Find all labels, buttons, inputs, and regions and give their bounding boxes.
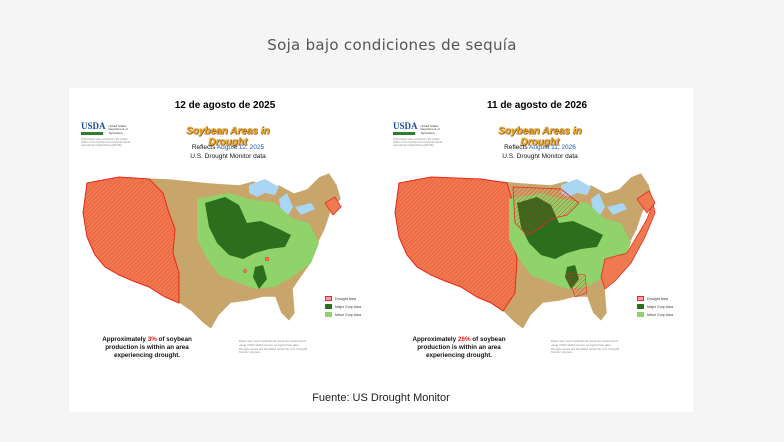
stat-prefix: Approximately: [412, 336, 457, 343]
usda-note: This product was prepared by the USDA Of…: [81, 138, 131, 148]
reflects-block: Reflects August 11, 2026 U.S. Drought Mo…: [481, 143, 599, 161]
legend-major: Major Crop Area: [637, 304, 673, 309]
usda-logo-block: USDA United States Department of Agricul…: [81, 122, 141, 148]
stat-percent: 3%: [147, 336, 157, 343]
map-footnote: Major and minor agricultural areas are d…: [239, 339, 308, 355]
legend-swatch-drought: [325, 296, 332, 301]
monitor-label: U.S. Drought Monitor data: [502, 153, 578, 160]
legend-drought: Drought Area: [637, 296, 673, 301]
major-crop-area: [205, 197, 291, 259]
panel-date-title: 11 de agosto de 2026: [486, 100, 588, 111]
monitor-label: U.S. Drought Monitor data: [190, 153, 266, 160]
reflects-label: Reflects: [504, 144, 528, 151]
page-title: Soja bajo condiciones de sequía: [267, 36, 517, 54]
legend-swatch-major: [325, 304, 332, 309]
map-title: Soybean Areas in Drought: [498, 126, 582, 148]
usda-logo-block: USDA United States Department of Agricul…: [393, 122, 453, 148]
great-lakes: [561, 179, 627, 217]
legend-label: Major Crop Area: [335, 304, 362, 309]
legend-minor: Minor Crop Area: [637, 312, 673, 317]
reflects-date: August 11, 2026: [529, 144, 576, 151]
east-drought-spot: [324, 196, 342, 216]
central-drought-overlay: [512, 186, 580, 236]
stat-percent: 26%: [457, 336, 471, 343]
legend-label: Drought Area: [647, 296, 669, 301]
drought-statistic: Approximately 3% of soybean production i…: [87, 336, 207, 360]
usda-logo: USDA: [393, 121, 418, 131]
drought-comparison-figure: 12 de agosto de 2025 USDA United States …: [69, 88, 693, 412]
southeast-drought-area: [600, 201, 656, 290]
map-panel-2025: 12 de agosto de 2025 USDA United States …: [69, 88, 381, 388]
usda-logo-bar: [393, 132, 415, 135]
legend-label: Drought Area: [335, 296, 357, 301]
usda-department: United States Department of Agriculture: [420, 123, 440, 135]
stat-prefix: Approximately: [102, 336, 146, 343]
legend-swatch-minor: [637, 312, 644, 317]
stat-suffix: of soybean production is within an area …: [417, 336, 506, 359]
source-caption: Fuente: US Drought Monitor: [312, 392, 450, 404]
legend-swatch-major: [637, 304, 644, 309]
legend-label: Minor Crop Area: [335, 312, 362, 317]
map-legend: Drought Area Major Crop Area Minor Crop …: [325, 296, 361, 320]
map-panel-2026: 11 de agosto de 2026 USDA United States …: [381, 88, 693, 388]
us-drought-map-2025: [82, 172, 342, 330]
drought-statistic: Approximately 26% of soybean production …: [399, 336, 519, 360]
usda-note: This product was prepared by the USDA Of…: [393, 138, 443, 148]
usda-logo: USDA: [81, 121, 106, 131]
usda-logo-bar: [81, 132, 103, 135]
us-drought-map-2026: [394, 172, 656, 330]
map-footnote: Major and minor agricultural areas are d…: [551, 339, 620, 355]
legend-label: Minor Crop Area: [647, 312, 674, 317]
reflects-label: Reflects: [191, 144, 216, 151]
stat-suffix: of soybean production is within an area …: [105, 336, 192, 359]
legend-minor: Minor Crop Area: [325, 312, 361, 317]
legend-drought: Drought Area: [325, 296, 361, 301]
usda-department: United States Department of Agriculture: [108, 123, 128, 135]
map-legend: Drought Area Major Crop Area Minor Crop …: [637, 296, 673, 320]
great-lakes: [249, 179, 315, 217]
legend-major: Major Crop Area: [325, 304, 361, 309]
panel-date-title: 12 de agosto de 2025: [174, 100, 276, 111]
reflects-block: Reflects August 12, 2025 U.S. Drought Mo…: [169, 143, 287, 161]
legend-swatch-minor: [325, 312, 332, 317]
legend-swatch-drought: [637, 296, 644, 301]
legend-label: Major Crop Area: [647, 304, 674, 309]
reflects-date: August 12, 2025: [216, 144, 265, 151]
map-title: Soybean Areas in Drought: [186, 126, 270, 148]
